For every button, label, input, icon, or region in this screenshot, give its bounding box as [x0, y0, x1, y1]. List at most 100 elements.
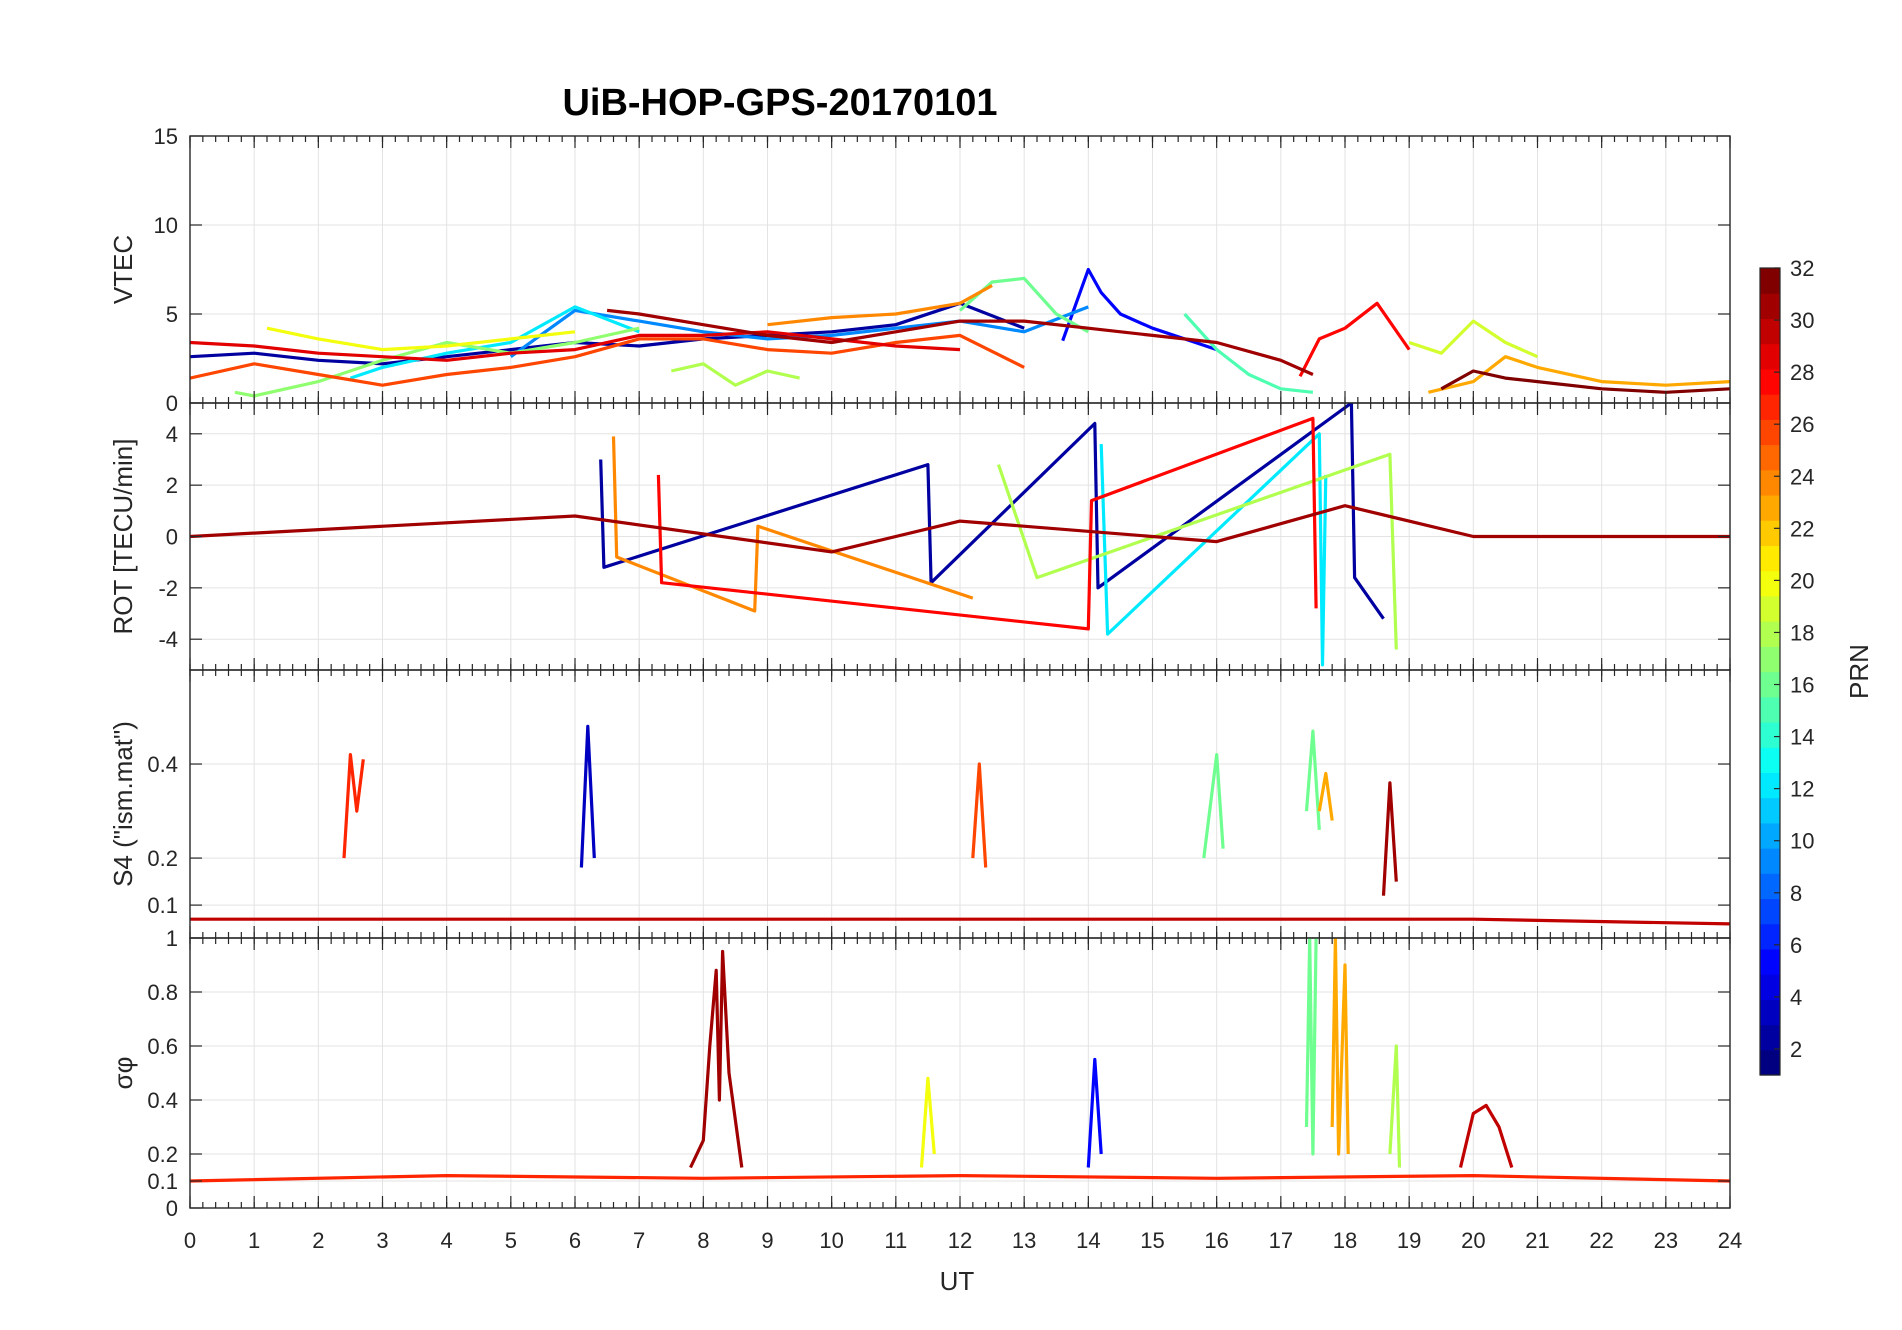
colorbar-swatch [1760, 898, 1780, 925]
y-tick-label: 0 [166, 525, 178, 550]
colorbar-swatch [1760, 570, 1780, 597]
y-tick-label: 4 [166, 422, 178, 447]
panel-0: 0 5 10 15 VTEC [108, 124, 1731, 416]
colorbar-tick-label: 30 [1790, 308, 1814, 333]
colorbar-swatch [1760, 368, 1780, 395]
x-tick-label: 6 [569, 1228, 581, 1253]
x-tick-label: 7 [633, 1228, 645, 1253]
x-tick-label: 2 [312, 1228, 324, 1253]
series-line-prn-23 [1428, 355, 1730, 394]
y-axis-label: VTEC [108, 235, 138, 304]
x-axis-label: UT [940, 1266, 975, 1296]
series-line-prn-20 [266, 326, 576, 352]
series-line-prn-12 [1099, 432, 1328, 667]
y-tick-label: 10 [154, 213, 178, 238]
series-line-prn-18 [996, 452, 1398, 650]
colorbar-swatch [1760, 646, 1780, 673]
x-tick-label: 23 [1654, 1228, 1678, 1253]
series-line-prn-9 [509, 305, 1089, 358]
y-axis-label: σφ [108, 1057, 138, 1090]
series-line-prn-17 [234, 326, 640, 398]
colorbar-swatch [1760, 772, 1780, 799]
colorbar-swatch [1760, 293, 1780, 320]
y-tick-label: 1 [166, 926, 178, 951]
colorbar-swatch [1760, 545, 1780, 572]
colorbar-swatch [1760, 318, 1780, 345]
colorbar-swatch [1760, 1049, 1780, 1076]
colorbar-tick-label: 6 [1790, 933, 1802, 958]
x-tick-label: 1 [248, 1228, 260, 1253]
series-line-prn-3 [579, 724, 596, 868]
series-line-prn-16 [1304, 938, 1318, 1156]
colorbar-swatch [1760, 747, 1780, 773]
panel-1: -4 -2 0 2 4 ROT [TECU/min] [108, 402, 1731, 671]
series-line-prn-27 [342, 752, 365, 859]
series-line-prn-30 [1458, 1103, 1514, 1168]
series-line-prn-16 [1304, 729, 1321, 831]
colorbar-swatch [1760, 469, 1780, 496]
colorbar-tick-label: 12 [1790, 777, 1814, 802]
x-tick-label: 11 [884, 1228, 907, 1253]
y-axis-label: ROT [TECU/min] [108, 439, 138, 635]
x-tick-label: 0 [184, 1228, 196, 1253]
colorbar-tick-label: 32 [1790, 256, 1814, 281]
colorbar-tick-label: 4 [1790, 985, 1802, 1010]
series-group [190, 724, 1730, 926]
series-line-prn-26 [971, 762, 988, 868]
y-tick-label: -2 [158, 576, 178, 601]
y-tick-label: 0.8 [147, 980, 178, 1005]
series-line-prn-15 [1183, 312, 1314, 394]
y-tick-label: 0 [166, 1196, 178, 1221]
x-tick-label: 9 [761, 1228, 773, 1253]
series-line-prn-24 [767, 284, 993, 327]
colorbar-swatch [1760, 444, 1780, 471]
colorbar-tick-label: 14 [1790, 725, 1814, 750]
colorbar-label: PRN [1844, 644, 1874, 699]
colorbar-tick-label: 18 [1790, 620, 1814, 645]
colorbar-swatch [1760, 595, 1780, 622]
x-tick-label: 5 [505, 1228, 517, 1253]
colorbar-tick-label: 16 [1790, 673, 1814, 698]
x-tick-label: 21 [1525, 1228, 1549, 1253]
colorbar-tick-label: 24 [1790, 464, 1814, 489]
colorbar-swatch [1760, 948, 1780, 975]
y-tick-label: 0.1 [147, 893, 178, 918]
colorbar-tick-label: 28 [1790, 360, 1814, 385]
panel-3: 00.10.2 0.4 0.6 0.8 1 σφ [108, 926, 1731, 1221]
x-tick-label: 12 [948, 1228, 972, 1253]
series-line-prn-27 [190, 1173, 1730, 1183]
colorbar-swatch [1760, 268, 1780, 294]
chart-title: UiB-HOP-GPS-20170101 [562, 82, 997, 124]
colorbar-tick-label: 22 [1790, 516, 1814, 541]
colorbar-swatch [1760, 343, 1780, 370]
x-tick-label: 8 [697, 1228, 709, 1253]
series-line-prn-28 [656, 416, 1318, 631]
series-line-prn-2 [190, 301, 1025, 366]
x-tick-label: 22 [1589, 1228, 1613, 1253]
y-tick-label: 0.1 [147, 1169, 178, 1194]
series-line-prn-31 [606, 308, 1314, 376]
y-tick-label: 0.4 [147, 752, 178, 777]
colorbar-swatch [1760, 520, 1780, 547]
y-tick-label: 0.4 [147, 1088, 178, 1113]
series-group [190, 403, 1730, 667]
series-line-prn-5 [1086, 1057, 1103, 1168]
panel-2: 0.1 0.2 0.4 S4 ("ism.mat") [108, 669, 1731, 939]
x-tick-label: 4 [441, 1228, 453, 1253]
colorbar-swatch [1760, 974, 1780, 1000]
x-tick-label: 24 [1718, 1228, 1742, 1253]
series-line-prn-28 [1298, 301, 1411, 378]
colorbar-tick-label: 20 [1790, 568, 1814, 593]
colorbar-swatch [1760, 1024, 1780, 1051]
colorbar-swatch [1760, 671, 1780, 698]
x-tick-label: 13 [1012, 1228, 1036, 1253]
y-tick-label: 0.2 [147, 846, 178, 871]
y-tick-label: 15 [154, 124, 178, 149]
colorbar-tick-label: 8 [1790, 881, 1802, 906]
colorbar-swatch [1760, 999, 1780, 1026]
series-line-prn-16 [1202, 752, 1225, 859]
y-tick-label: 2 [166, 473, 178, 498]
x-tick-label: 16 [1204, 1228, 1228, 1253]
